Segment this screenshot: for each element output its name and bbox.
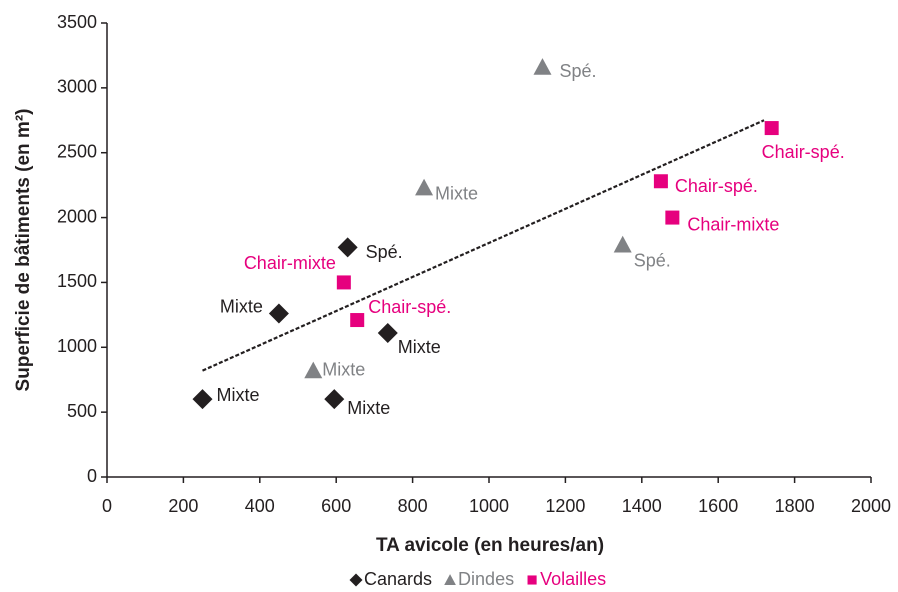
square-marker [653,174,668,189]
square-marker [527,575,537,585]
triangle-marker [533,58,552,75]
point-label: Spé. [366,242,403,262]
point-label: Mixte [217,385,260,405]
x-tick-label: 1400 [622,496,662,516]
point-label: Chair-mixte [244,253,336,273]
diamond-marker [324,389,345,410]
point-label: Chair-spé. [368,297,451,317]
y-axis-title: Superficie de bâtiments (en m²) [13,109,34,392]
y-tick-label: 2500 [57,141,97,161]
y-tick-label: 0 [87,466,97,486]
x-tick-label: 2000 [851,496,891,516]
x-tick-label: 1000 [469,496,509,516]
point-label: Chair-spé. [762,142,845,162]
point-label: Mixte [220,296,263,316]
point-label: Mixte [435,183,478,203]
triangle-marker [304,361,323,379]
y-tick-label: 500 [67,401,97,421]
y-tick-label: 1000 [57,336,97,356]
triangle-marker [444,574,456,585]
y-tick-label: 1500 [57,271,97,291]
triangle-marker [613,235,632,253]
x-tick-label: 800 [398,496,428,516]
point-label: Mixte [322,359,365,379]
diamond-marker [337,237,358,258]
point-label: Mixte [398,337,441,357]
x-tick-label: 400 [245,496,275,516]
legend-label: Volailles [540,569,606,589]
square-marker [336,275,351,290]
diamond-marker [192,389,213,410]
square-marker [665,210,680,225]
point-label: Chair-spé. [675,176,758,196]
y-tick-label: 2000 [57,206,97,226]
x-tick-label: 0 [102,496,112,516]
point-label: Mixte [347,398,390,418]
trend-line [202,119,765,372]
diamond-marker [377,323,398,344]
legend-label: Dindes [458,569,514,589]
diamond-marker [349,573,363,587]
point-label: Spé. [559,61,596,81]
square-marker [764,121,779,136]
square-marker [350,313,365,328]
x-tick-label: 1200 [545,496,585,516]
x-tick-label: 1600 [698,496,738,516]
point-label: Spé. [634,251,671,271]
x-tick-label: 200 [168,496,198,516]
diamond-marker [268,303,289,324]
legend: Canards Dindes Volailles [349,569,606,589]
y-tick-label: 3000 [57,77,97,97]
y-tick-label: 3500 [57,12,97,32]
legend-label: Canards [364,569,432,589]
x-tick-label: 600 [321,496,351,516]
x-tick-label: 1800 [775,496,815,516]
x-axis-title: TA avicole (en heures/an) [376,535,604,556]
triangle-marker [415,178,434,196]
point-label: Chair-mixte [687,214,779,234]
